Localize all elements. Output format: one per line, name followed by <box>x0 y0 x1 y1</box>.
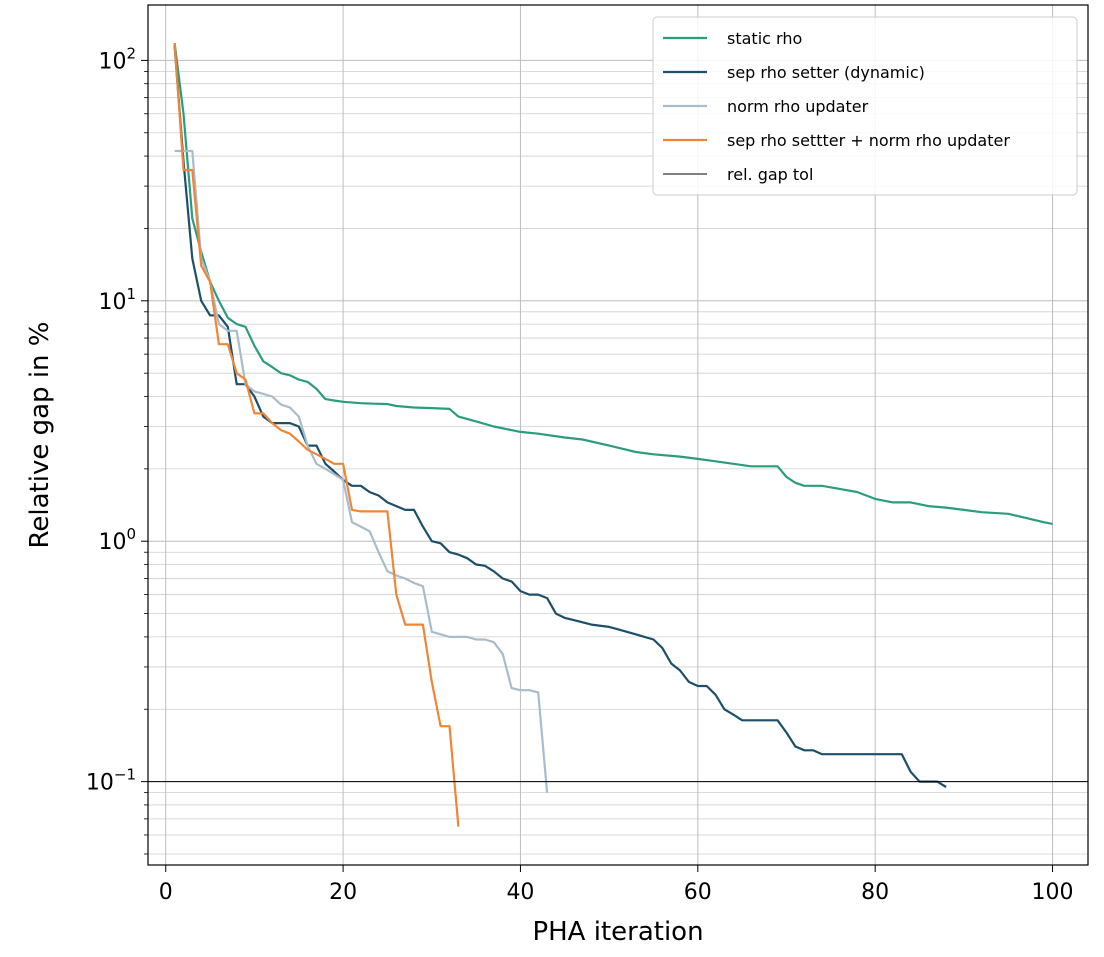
legend: static rho sep rho setter (dynamic) norm r… <box>652 16 1078 196</box>
x-axis-ticks: 0 20 40 60 80 100 <box>159 865 1074 905</box>
y-axis-label: Relative gap in % <box>25 322 55 549</box>
y-tick-label-base: 10 <box>98 49 126 74</box>
legend-label: rel. gap tol <box>727 165 813 184</box>
plot-frame <box>147 4 1089 866</box>
legend-label: norm rho updater <box>727 97 869 116</box>
x-axis-label: PHA iteration <box>532 917 703 947</box>
y-tick-label-exponent: −1 <box>114 766 136 784</box>
x-tick-label: 40 <box>506 880 534 905</box>
series-line-1 <box>173 42 1053 525</box>
x-tick-label: 0 <box>159 880 173 905</box>
y-tick-label-base: 10 <box>98 530 126 555</box>
series-line-3 <box>174 149 549 793</box>
legend-label: static rho <box>727 29 802 48</box>
x-tick-label: 20 <box>329 880 357 905</box>
y-tick-label: 101 <box>98 285 136 315</box>
legend-label: sep rho setter (dynamic) <box>727 63 925 82</box>
x-tick-label: 60 <box>684 880 712 905</box>
series-layer <box>148 42 1088 827</box>
y-tick-label-exponent: 2 <box>126 44 136 62</box>
legend-box <box>652 16 1078 196</box>
y-tick-label-base: 10 <box>98 290 126 315</box>
y-tick-label: 10−1 <box>86 766 136 796</box>
x-tick-label: 80 <box>861 880 889 905</box>
y-tick-label: 102 <box>98 44 136 74</box>
y-tick-label: 100 <box>98 525 136 555</box>
y-tick-label-exponent: 1 <box>126 285 136 303</box>
y-tick-label-exponent: 0 <box>126 525 136 543</box>
y-tick-label-base: 10 <box>86 771 114 796</box>
legend-label: sep rho settter + norm rho updater <box>727 131 1010 150</box>
x-tick-label: 100 <box>1032 880 1074 905</box>
series-line-4 <box>173 43 460 827</box>
